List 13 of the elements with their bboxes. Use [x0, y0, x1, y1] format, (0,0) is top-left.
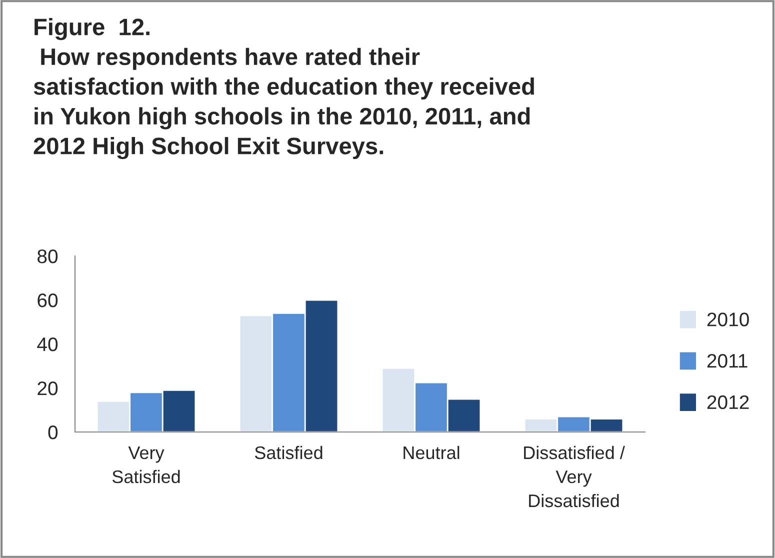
- chart-title: Figure 12. How respondents have rated their satisfaction with the education they received in Yukon high schools in the 2010, 2011, and 2012 High School Exit Surveys.: [34, 18, 534, 160]
- y-tick-label: 0: [48, 425, 58, 440]
- y-tick-label: 60: [38, 293, 58, 308]
- legend-label: 2012: [707, 395, 749, 410]
- y-tick-label: 40: [37, 337, 58, 352]
- y-tick-label: 80: [38, 249, 58, 264]
- legend-label: 2011: [707, 354, 748, 368]
- x-tick-label: Very Satisfied: [112, 446, 180, 484]
- y-tick-label: 20: [38, 381, 58, 396]
- x-tick-label: Satisfied: [254, 446, 322, 460]
- x-tick-label: Dissatisfied / Very Dissatisfied: [524, 446, 625, 508]
- x-tick-label: Neutral: [404, 446, 460, 460]
- legend-label: 2010: [707, 312, 749, 326]
